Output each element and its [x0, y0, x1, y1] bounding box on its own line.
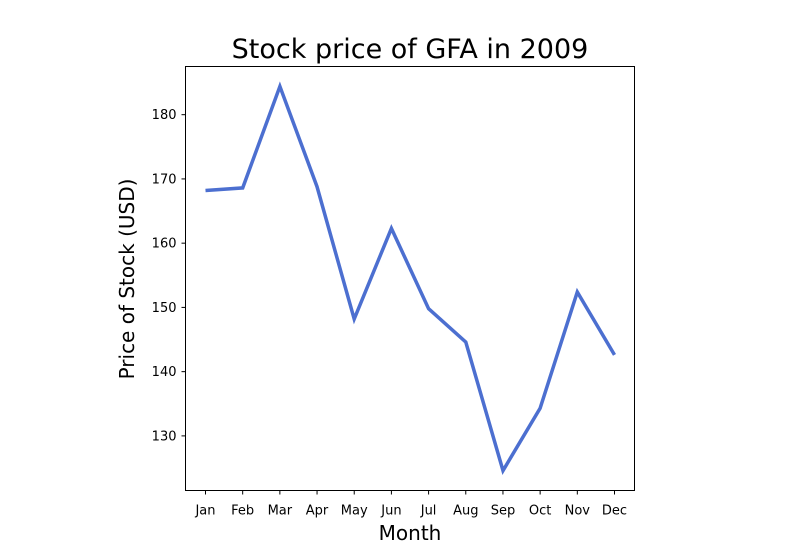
- x-tick-label: Mar: [268, 504, 293, 519]
- x-tick-label: Aug: [453, 504, 478, 519]
- x-tick-label: Sep: [491, 504, 516, 519]
- x-tick-label: Jun: [380, 504, 401, 519]
- x-tick-label: Oct: [529, 504, 551, 519]
- y-tick-label: 160: [152, 237, 177, 252]
- y-tick-label: 150: [152, 301, 177, 316]
- chart-title: Stock price of GFA in 2009: [232, 34, 589, 65]
- y-tick-label: 140: [152, 365, 177, 380]
- x-axis-label: Month: [379, 521, 442, 545]
- y-axis: 130 140 150 160 170 180: [152, 108, 186, 444]
- x-tick-label: Feb: [231, 504, 254, 519]
- y-axis-label: Price of Stock (USD): [115, 179, 139, 380]
- y-tick-label: 170: [152, 172, 177, 187]
- x-axis: Jan Feb Mar Apr May Jun Jul Aug Sep Oct Nov Dec: [194, 490, 627, 519]
- x-tick-label: Apr: [306, 504, 329, 519]
- y-tick-label: 180: [152, 108, 177, 123]
- y-tick-label: 130: [152, 429, 177, 444]
- x-tick-label: Nov: [565, 504, 591, 519]
- x-tick-label: May: [341, 504, 368, 519]
- series-line: [205, 81, 617, 475]
- x-tick-label: Dec: [602, 504, 627, 519]
- series-layer: [205, 81, 617, 475]
- x-tick-label: Jan: [194, 504, 215, 519]
- x-tick-label: Jul: [420, 504, 437, 519]
- plot-area-frame: [185, 66, 635, 491]
